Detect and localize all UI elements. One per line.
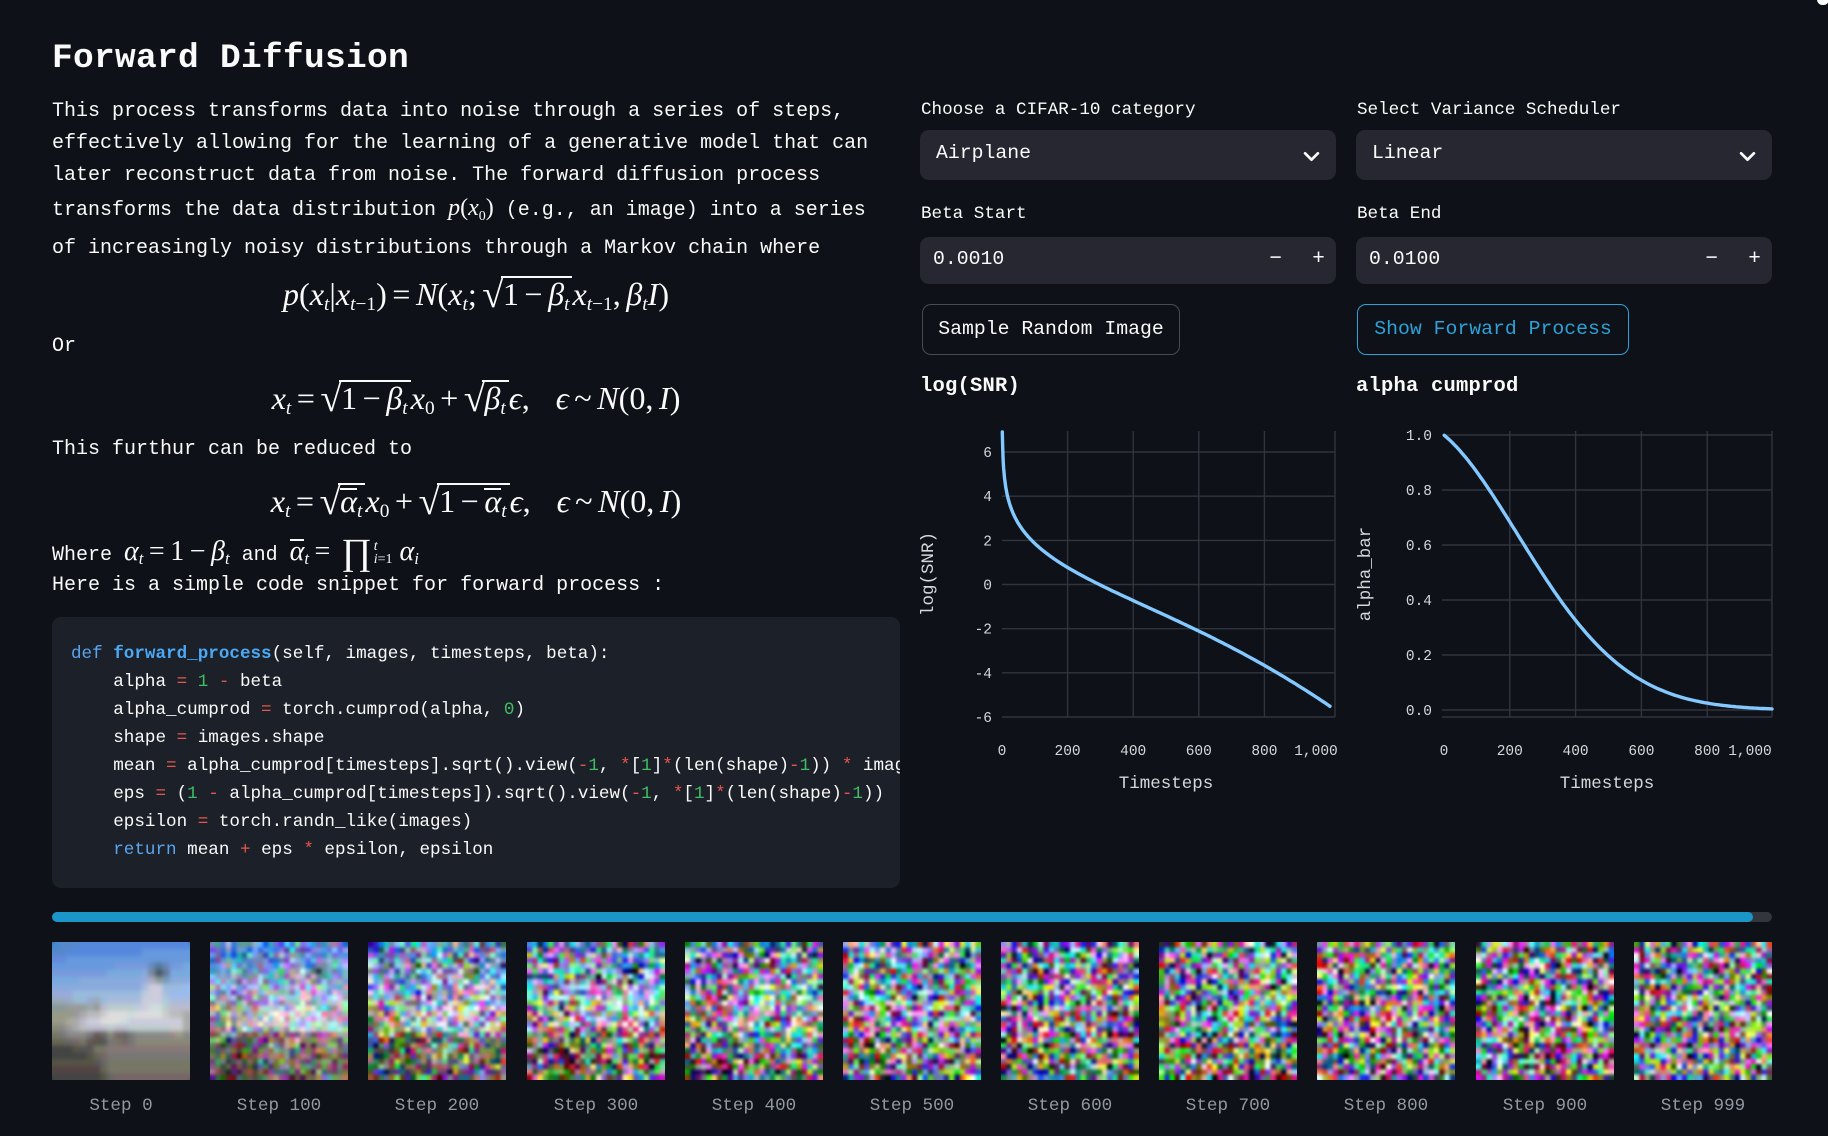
svg-text:200: 200 <box>1497 744 1523 760</box>
svg-text:6: 6 <box>983 446 992 462</box>
svg-text:800: 800 <box>1694 744 1720 760</box>
svg-text:0.4: 0.4 <box>1406 594 1432 610</box>
svg-text:1.0: 1.0 <box>1406 429 1432 445</box>
svg-text:0.0: 0.0 <box>1406 704 1432 720</box>
svg-text:1,000: 1,000 <box>1728 744 1772 760</box>
svg-text:0.6: 0.6 <box>1406 539 1432 555</box>
svg-text:log(SNR): log(SNR) <box>920 532 939 616</box>
svg-text:0.8: 0.8 <box>1406 484 1432 500</box>
svg-text:-4: -4 <box>975 667 992 683</box>
svg-text:200: 200 <box>1055 744 1081 760</box>
svg-text:2: 2 <box>983 534 992 550</box>
svg-text:Timesteps: Timesteps <box>1560 774 1655 794</box>
svg-text:800: 800 <box>1251 744 1277 760</box>
svg-text:4: 4 <box>983 490 992 506</box>
svg-text:400: 400 <box>1563 744 1589 760</box>
svg-text:0: 0 <box>998 744 1007 760</box>
svg-text:Timesteps: Timesteps <box>1119 774 1214 794</box>
svg-text:alpha_bar: alpha_bar <box>1356 527 1376 622</box>
svg-text:600: 600 <box>1186 744 1212 760</box>
svg-text:-2: -2 <box>975 623 992 639</box>
svg-text:-6: -6 <box>975 711 992 727</box>
svg-text:600: 600 <box>1628 744 1654 760</box>
svg-text:0.2: 0.2 <box>1406 649 1432 665</box>
svg-text:0: 0 <box>1440 744 1449 760</box>
svg-text:400: 400 <box>1120 744 1146 760</box>
svg-text:1,000: 1,000 <box>1294 744 1338 760</box>
svg-text:0: 0 <box>983 579 992 595</box>
